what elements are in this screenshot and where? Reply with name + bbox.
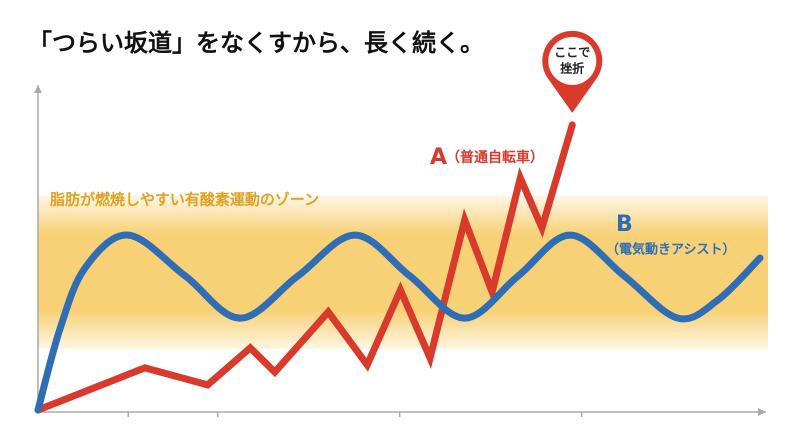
y-axis-arrow bbox=[34, 85, 42, 93]
pin-text: ここで bbox=[554, 45, 590, 59]
series-label: （普通自転車） bbox=[446, 149, 544, 166]
series-line bbox=[34, 121, 576, 414]
series-name: A bbox=[430, 145, 447, 170]
chart-title: 「つらい坂道」をなくすから、長く続く。 bbox=[28, 29, 484, 57]
series-label: （電気動きアシスト） bbox=[606, 242, 735, 258]
pin-text: 挫折 bbox=[560, 60, 584, 75]
series-name: B bbox=[616, 212, 633, 237]
zone-label: 脂肪が燃焼しやすい有酸素運動のゾーン bbox=[50, 190, 319, 208]
x-axis-arrow bbox=[758, 408, 766, 416]
pin-inner bbox=[548, 36, 597, 85]
series-line bbox=[34, 231, 764, 414]
